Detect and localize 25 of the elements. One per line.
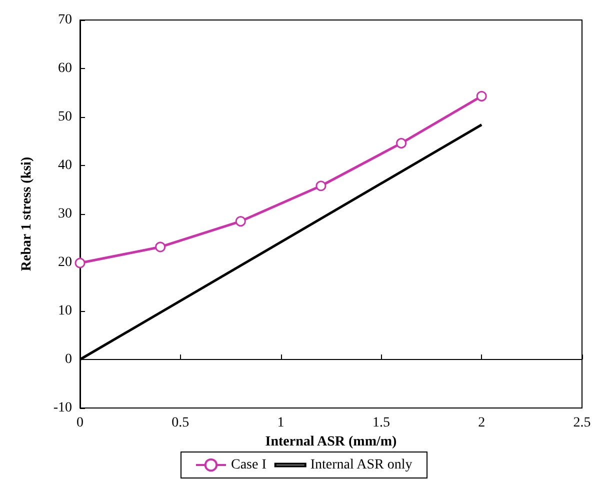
legend-label: Case I — [230, 458, 267, 472]
y-tick-label: 30 — [58, 206, 72, 222]
y-tick-label: 70 — [58, 12, 72, 28]
y-tick-label: 20 — [58, 255, 72, 270]
y-axis-title: Rebar 1 stress (ksi) — [20, 156, 34, 272]
point — [396, 138, 407, 148]
y-tick-label: -10 — [53, 400, 72, 416]
x-tick-label: 0 — [76, 416, 84, 430]
point — [476, 90, 487, 102]
y-tick-label: 0 — [65, 352, 72, 367]
point — [155, 242, 166, 252]
y-tick-label: 60 — [58, 61, 72, 76]
x-tick-label: 2.5 — [573, 416, 591, 430]
x-tick-label: 0.5 — [172, 416, 190, 430]
x-tick-label: 2 — [478, 416, 486, 430]
legend-label: Internal ASR only — [310, 458, 412, 472]
point — [74, 258, 86, 268]
point — [316, 180, 326, 192]
x-tick-label: 1 — [277, 416, 284, 430]
x-axis-title: Internal ASR (mm/m) — [265, 434, 398, 450]
x-tick-label: 1.5 — [372, 416, 390, 430]
point — [235, 216, 246, 227]
y-tick-label: 50 — [58, 110, 72, 124]
y-tick-label: 40 — [58, 158, 72, 173]
y-tick-label: 10 — [58, 304, 72, 318]
